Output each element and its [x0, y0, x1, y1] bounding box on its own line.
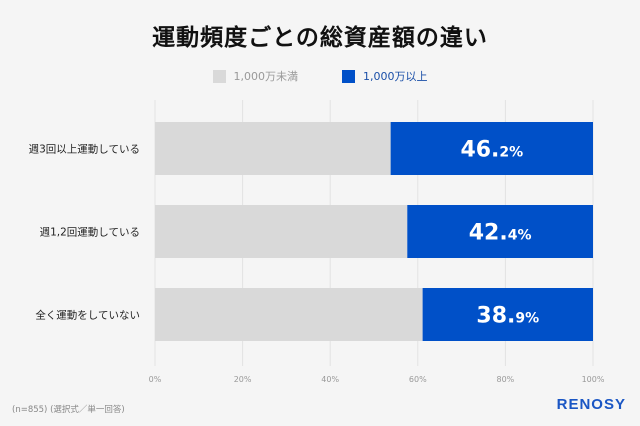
- sample-note: (n=855) (選択式／単一回答): [12, 405, 125, 415]
- legend-item-over: 1,000万以上: [342, 68, 428, 84]
- bar-over: [390, 122, 593, 175]
- x-tick-label: 20%: [234, 375, 252, 384]
- x-tick-label: 40%: [321, 375, 339, 384]
- renosy-logo: RENOSY: [556, 396, 626, 413]
- legend-item-under: 1,000万未満: [212, 68, 299, 84]
- x-tick-label: 60%: [409, 375, 427, 384]
- bar-under: [155, 122, 391, 175]
- x-tick-label: 80%: [497, 375, 515, 384]
- data-label: 38.9%: [476, 304, 539, 329]
- bar-over: [407, 205, 593, 258]
- category-label: 週1,2回運動している: [40, 226, 140, 239]
- chart-title: 運動頻度ごとの総資産額の違い: [152, 25, 488, 51]
- x-tick-label: 0%: [149, 375, 162, 384]
- legend-swatch: [212, 69, 226, 83]
- bar-under: [155, 205, 408, 258]
- bar-under: [155, 288, 423, 341]
- legend: 1,000万未満 1,000万以上: [0, 68, 640, 84]
- data-label: 46.2%: [460, 138, 523, 163]
- category-label: 週3回以上運動している: [29, 143, 140, 156]
- legend-label: 1,000万未満: [233, 70, 299, 83]
- legend-label: 1,000万以上: [363, 70, 428, 83]
- legend-swatch: [342, 69, 355, 83]
- data-label: 42.4%: [469, 221, 532, 246]
- x-tick-label: 100%: [582, 375, 605, 384]
- category-label: 全く運動をしていない: [35, 309, 140, 322]
- bar-over: [422, 288, 593, 341]
